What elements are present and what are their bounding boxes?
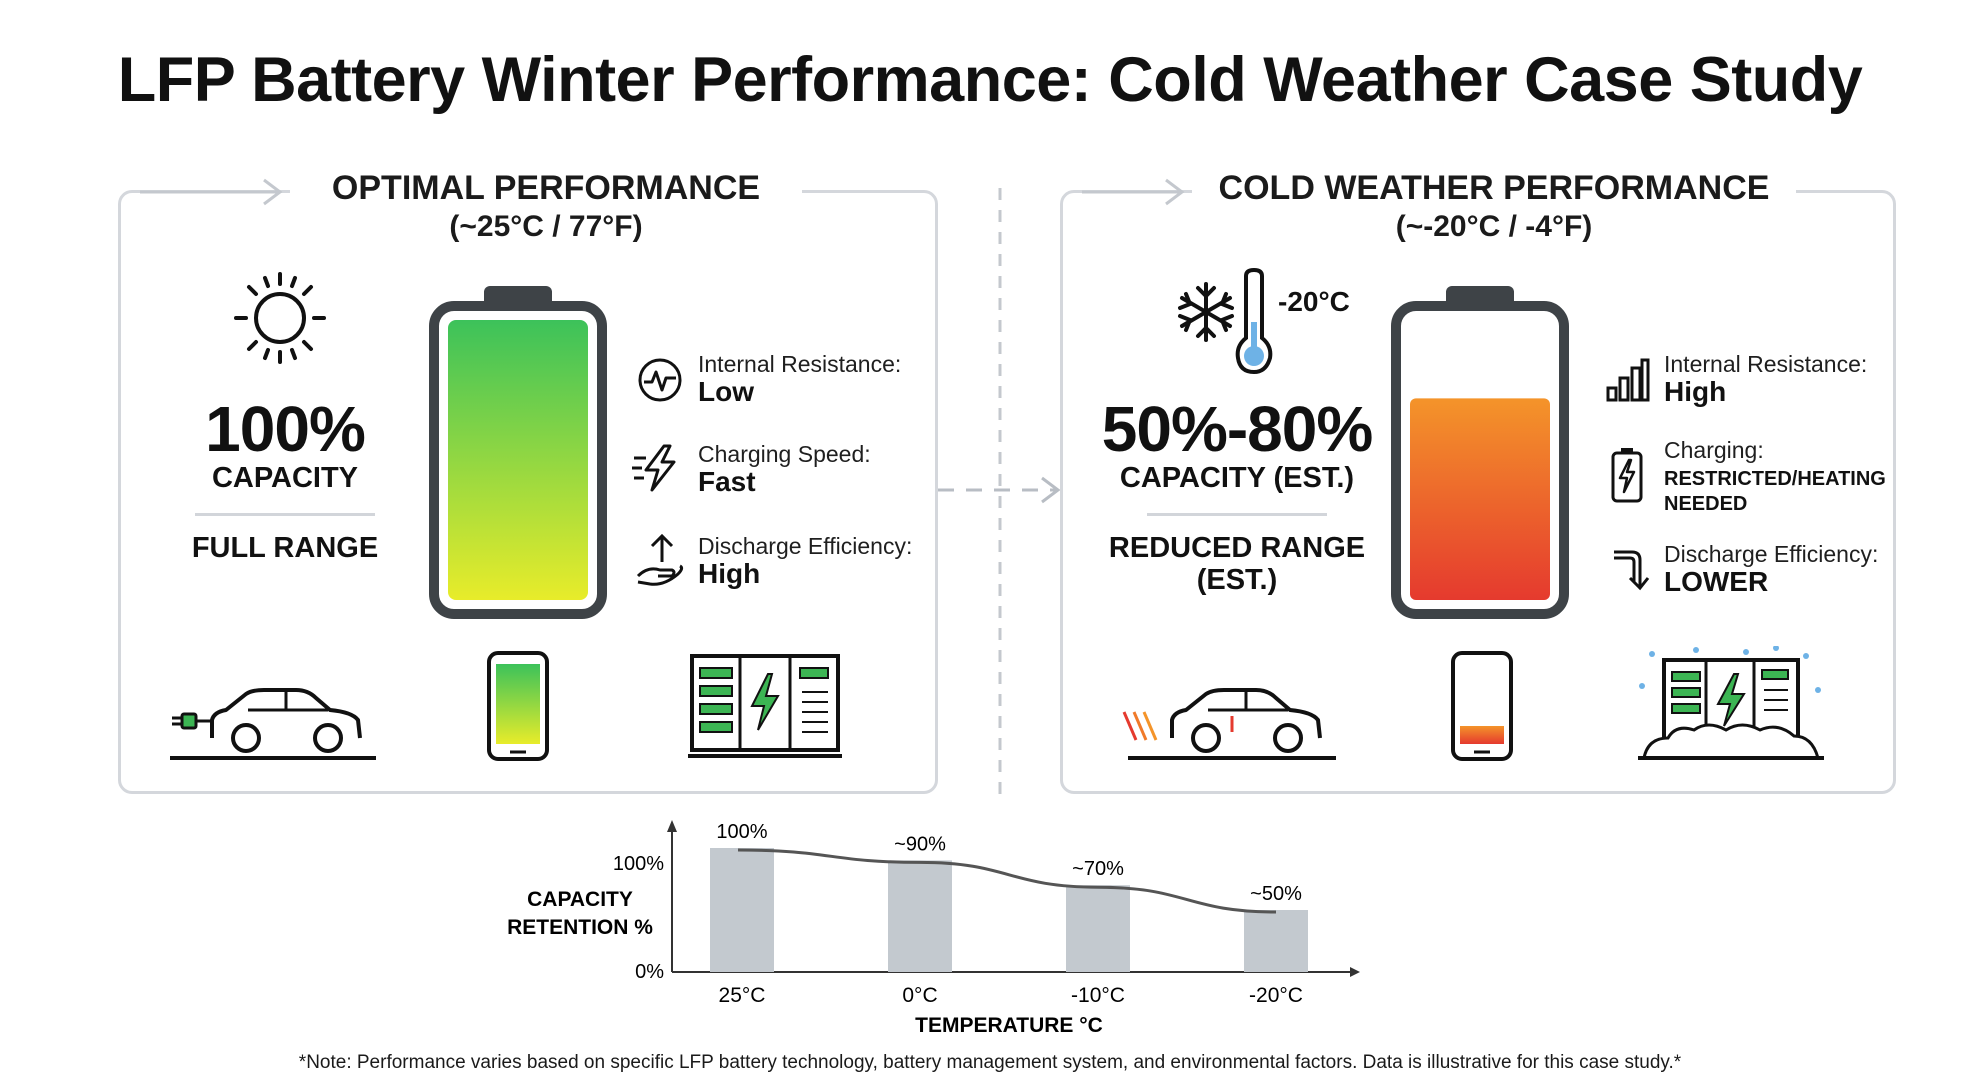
y-axis-label: CAPACITY (527, 888, 633, 911)
x-tick-label: 0°C (902, 984, 937, 1007)
stat-discharge-efficiency: Discharge Efficiency: LOWER (1664, 541, 1894, 598)
low-phone-icon (1451, 651, 1513, 761)
battery-level-fill (448, 320, 588, 600)
lightning-icon (632, 444, 676, 492)
cold-capacity-label: CAPACITY (EST.) (1119, 462, 1355, 494)
data-label: ~50% (1250, 883, 1302, 905)
stat-value: LOWER (1664, 566, 1769, 598)
page-title: LFP Battery Winter Performance: Cold Wea… (117, 45, 1863, 115)
data-label: ~90% (894, 833, 946, 855)
x-tick-label: 25°C (719, 984, 766, 1007)
storage-cabinet-icon (688, 654, 842, 758)
stat-internal-resistance: Internal Resistance: High (1664, 351, 1894, 408)
optimal-title: OPTIMAL PERFORMANCE (331, 169, 761, 207)
battery-bolt-icon (1611, 448, 1643, 503)
stat-value: Low (698, 376, 754, 408)
bars-icon (1606, 358, 1650, 402)
cold-car-icon (1122, 688, 1336, 760)
y-axis-label: RETENTION % (507, 916, 653, 939)
thermometer-label: -20°C (1278, 286, 1350, 317)
stat-label: Internal Resistance: (1664, 351, 1868, 377)
stat-label: Discharge Efficiency: (1664, 541, 1879, 567)
y-axis-arrow (667, 820, 677, 832)
trend-line (737, 848, 1277, 914)
phone-icon (487, 651, 549, 761)
stat-value: High (1664, 376, 1727, 408)
arrow-decoration-icon (140, 178, 283, 206)
bar (1066, 885, 1130, 972)
data-label: ~70% (1072, 858, 1124, 880)
snow-cabinet-icon (1638, 646, 1824, 760)
cold-heading: COLD WEATHER PERFORMANCE (~-20°C / -4°F) (1192, 168, 1796, 247)
cold-range-label: REDUCED RANGE (EST.) (1108, 532, 1366, 597)
stat-label: Discharge Efficiency: (698, 533, 913, 559)
battery-reduced-icon (1391, 286, 1569, 619)
data-label: 100% (716, 821, 767, 843)
snowflake-icon (1178, 282, 1234, 342)
thermometer-icon (1235, 267, 1273, 375)
down-arrow-icon (1614, 550, 1650, 591)
bar (710, 848, 774, 972)
sun-icon (234, 272, 326, 364)
arrow-decoration-icon (1082, 178, 1185, 206)
stat-label: Internal Resistance: (698, 351, 902, 377)
center-divider (998, 188, 1002, 800)
y-tick-label: 100% (613, 853, 664, 875)
bar (1244, 910, 1308, 972)
x-axis-label: TEMPERATURE °C (915, 1014, 1103, 1037)
hand-arrow-icon (636, 533, 684, 586)
divider (1147, 513, 1327, 516)
stat-discharge-efficiency: Discharge Efficiency: High (698, 533, 938, 590)
ev-car-icon (170, 688, 376, 760)
divider (195, 513, 375, 516)
stat-label: Charging Speed: (698, 441, 871, 467)
capacity-retention-chart: 0% 100% CAPACITY RETENTION % 25°C 100% 0°C ~90%… (507, 820, 1360, 1037)
stat-charging-speed: Charging Speed: Fast (698, 441, 938, 498)
pulse-icon (638, 358, 682, 402)
stat-label: Charging: (1664, 437, 1764, 463)
stat-charging: Charging: RESTRICTED/HEATING NEEDED (1664, 437, 1894, 517)
optimal-capacity-label: CAPACITY (211, 462, 359, 494)
stat-value: High (698, 558, 761, 590)
optimal-temp: (~25°C / 77°F) (449, 210, 643, 244)
footnote: *Note: Performance varies based on speci… (298, 1052, 1682, 1073)
stat-value: Fast (698, 466, 756, 498)
cold-capacity-value: 50%-80% (1101, 393, 1374, 465)
optimal-range-label: FULL RANGE (191, 532, 379, 564)
transition-arrow-icon (938, 476, 1061, 504)
y-tick-label: 0% (635, 961, 664, 983)
x-axis-arrow (1350, 967, 1360, 977)
bar (888, 860, 952, 972)
cold-title: COLD WEATHER PERFORMANCE (1218, 169, 1770, 207)
optimal-capacity-value: 100% (205, 393, 366, 465)
stat-internal-resistance: Internal Resistance: Low (698, 351, 938, 408)
x-tick-label: -20°C (1249, 984, 1303, 1007)
battery-full-icon (429, 286, 607, 619)
stat-value: RESTRICTED/HEATING NEEDED (1664, 468, 1886, 516)
battery-level-fill (1410, 398, 1550, 600)
x-tick-label: -10°C (1071, 984, 1125, 1007)
optimal-heading: OPTIMAL PERFORMANCE (~25°C / 77°F) (290, 168, 802, 247)
cold-temp: (~-20°C / -4°F) (1395, 210, 1593, 244)
